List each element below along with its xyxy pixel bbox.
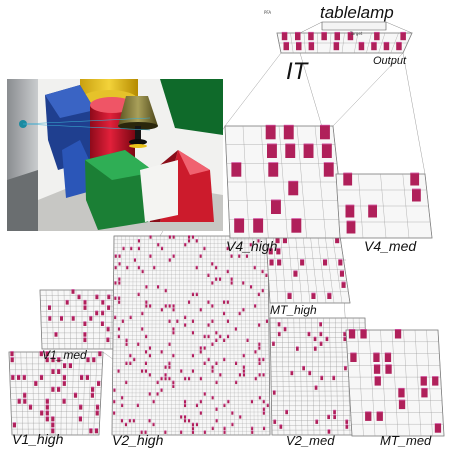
v2-high-label: V2_high	[112, 432, 164, 448]
output-object-label: tablelamp	[320, 3, 394, 22]
cube-green-back	[160, 79, 223, 135]
v1-high-grid	[8, 351, 104, 436]
mt-med-label: MT_med	[380, 433, 432, 448]
it-label: IT	[286, 58, 308, 85]
scene-image	[7, 79, 223, 231]
it-grid	[276, 31, 413, 54]
target-label: Target	[350, 31, 363, 36]
pfa-label: PFA	[264, 10, 272, 15]
v1-med-grid	[39, 289, 125, 350]
v1-med-label: V1_med	[42, 348, 87, 362]
v4-med-label: V4_med	[364, 238, 417, 254]
v4-med-grid	[335, 172, 433, 239]
output-box	[321, 21, 387, 31]
v2-med-grid	[269, 317, 369, 436]
v1-high-label: V1_high	[12, 431, 64, 447]
mt-high-grid	[265, 235, 351, 304]
v4-high-label: V4_high	[226, 238, 278, 254]
lamp	[118, 96, 158, 126]
mt-med-grid	[345, 329, 445, 437]
v2-high-grid	[111, 235, 271, 436]
output-label: Output	[373, 55, 407, 67]
v4-high-grid	[224, 124, 346, 239]
mt-high-label: MT_high	[270, 303, 317, 317]
v2-med-label: V2_med	[286, 433, 335, 448]
